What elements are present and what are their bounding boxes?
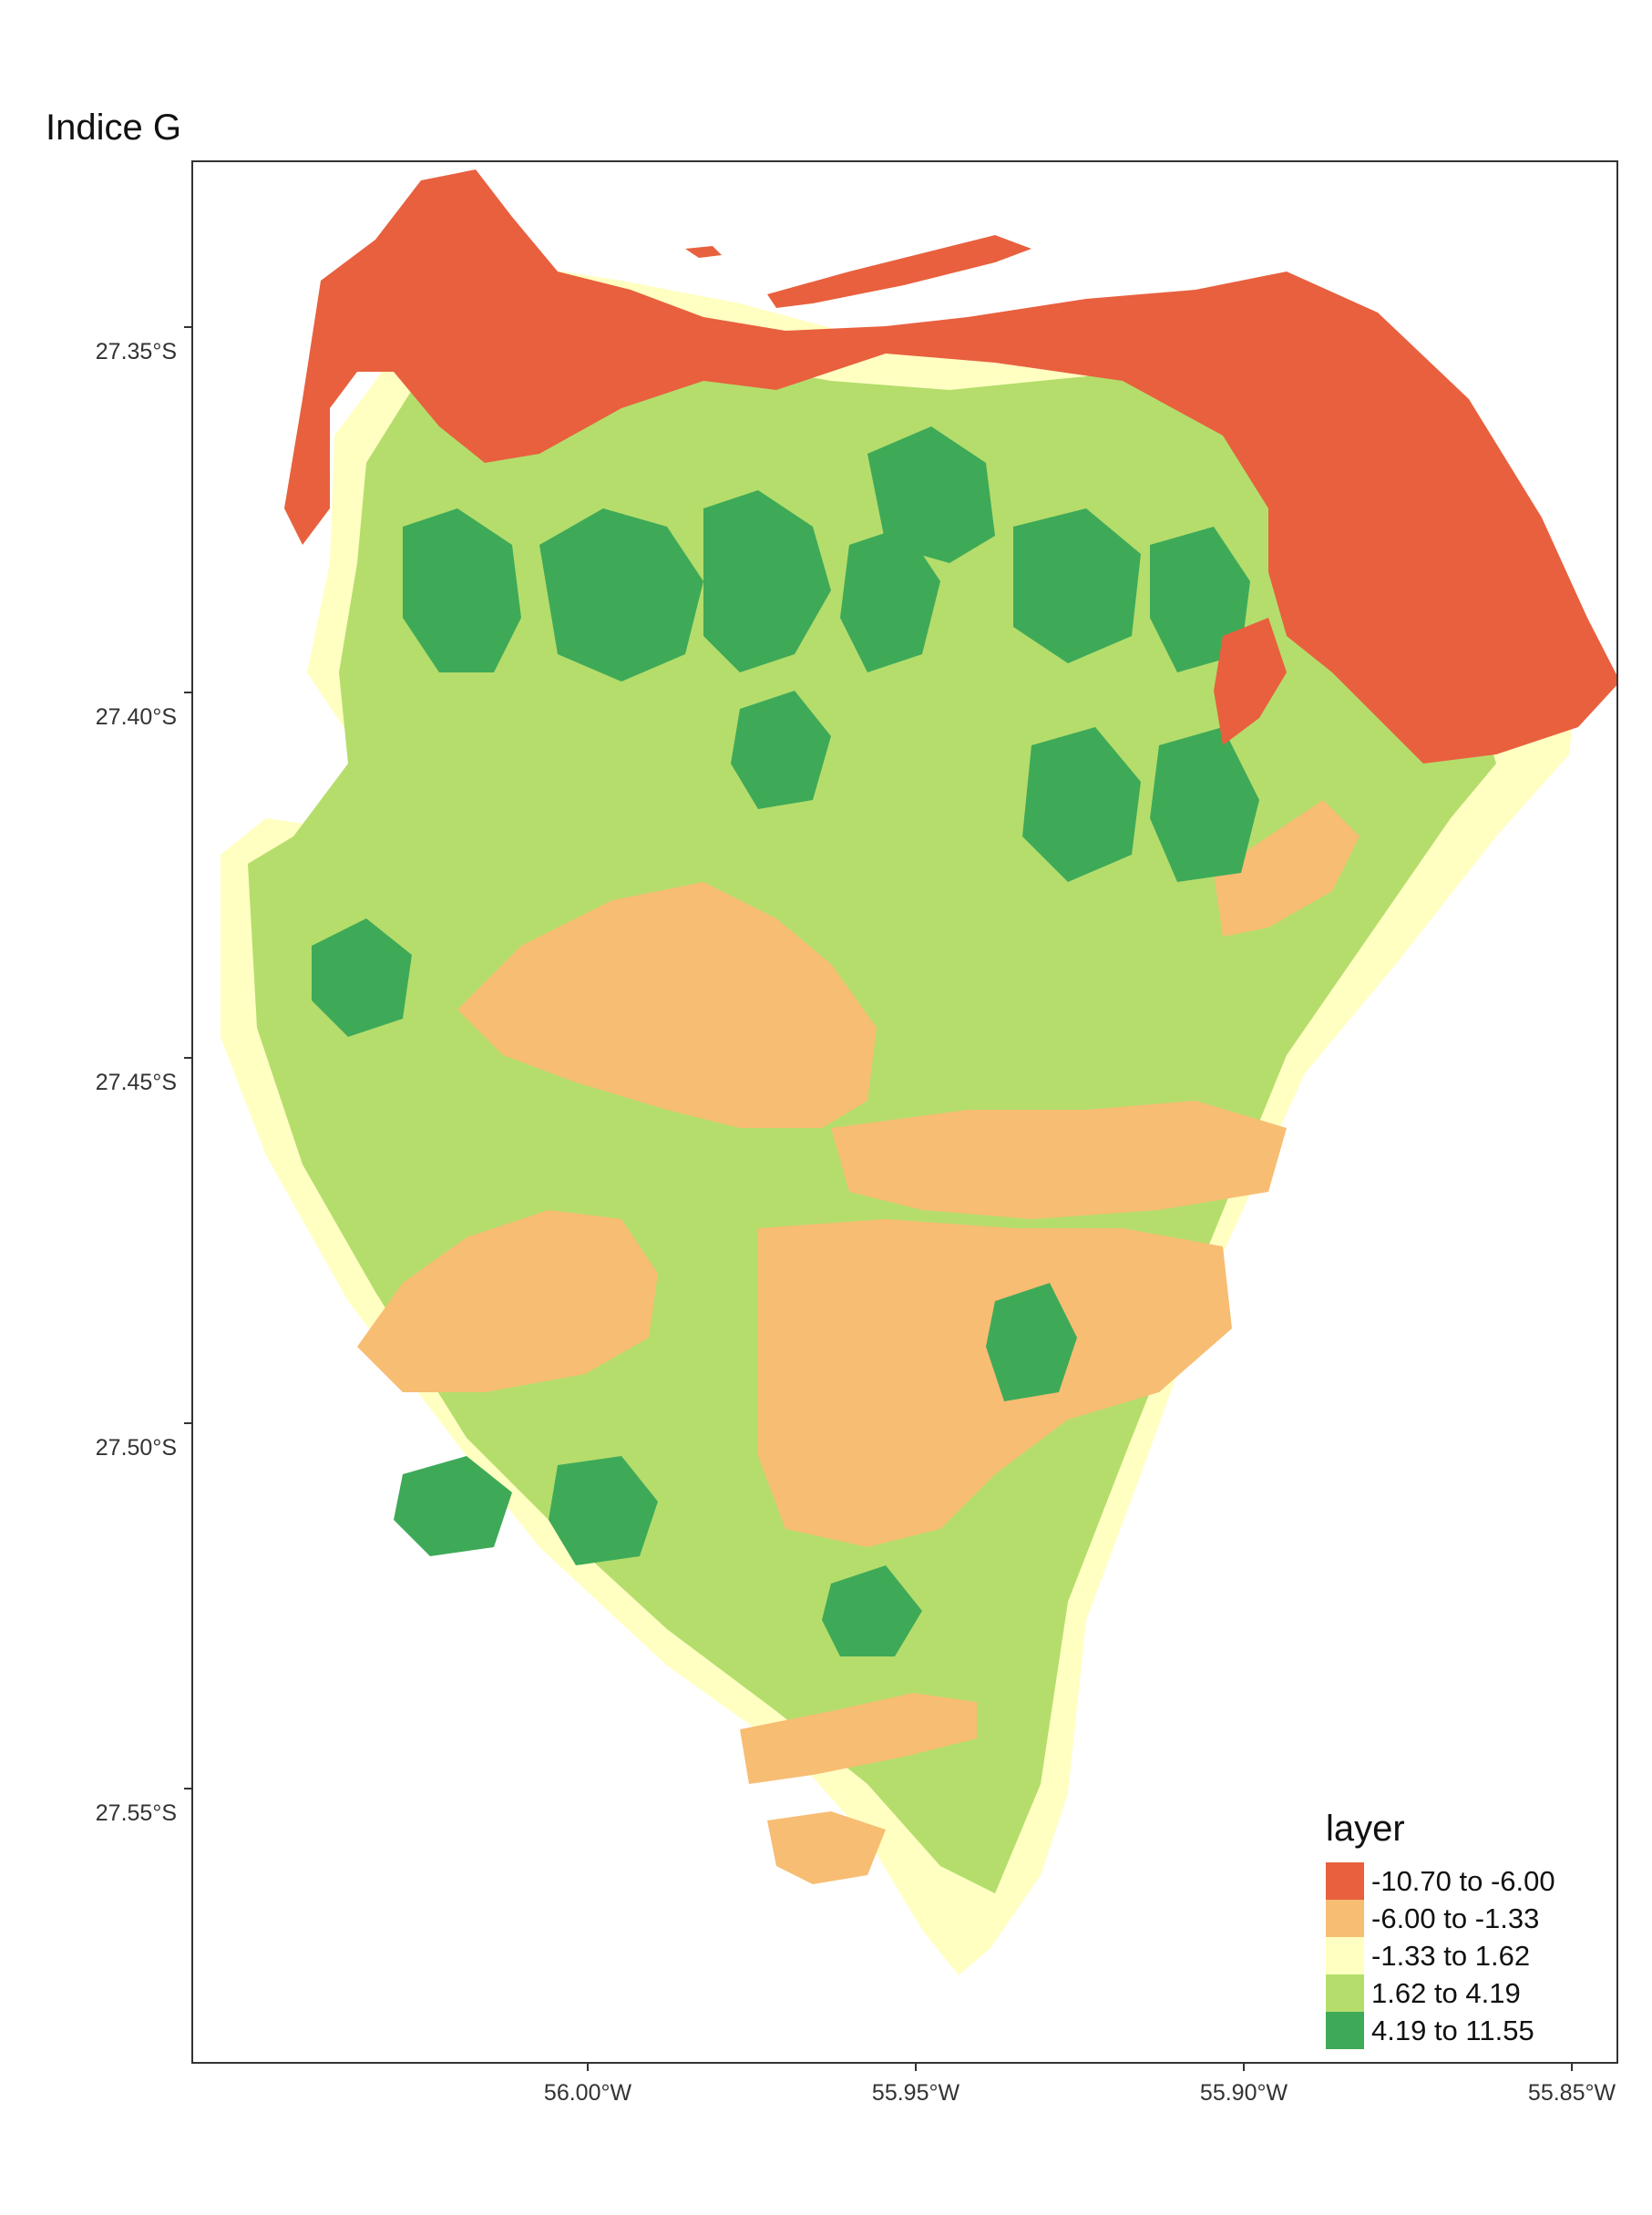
map-region-green-n2 [703,490,831,672]
legend-item: -1.33 to 1.62 [1326,1937,1599,1974]
map-region-green-e1 [1022,727,1141,882]
legend-swatch [1326,2012,1364,2049]
y-tick-mark [184,1788,191,1789]
map-region-green-e2 [1150,727,1259,882]
y-tick-label: 27.40°S [95,704,177,730]
y-tick-label: 27.35°S [95,339,177,364]
map-region-green-n1 [539,508,703,682]
map-region-green-nw [403,508,521,672]
x-tick-mark [1243,2064,1245,2071]
map-region-green-c1 [731,691,831,809]
legend-label: 4.19 to 11.55 [1371,2014,1534,2046]
map-region-red-island [767,235,1031,308]
map-region-orange-bottom1 [740,1693,977,1784]
map-region-red-east [1214,618,1287,745]
y-tick-mark [184,1057,191,1059]
x-tick-label: 55.90°W [1199,2080,1288,2106]
y-tick-mark [184,326,191,328]
map-region-orange-center [457,882,877,1128]
map-region-orange-bottom2 [767,1811,886,1884]
map-region-green-sw1 [394,1456,512,1556]
legend-label: -6.00 to -1.33 [1371,1902,1540,1934]
map-region-green-s1 [986,1283,1077,1401]
legend-item: 4.19 to 11.55 [1326,2012,1599,2049]
map-region-orange-south [758,1219,1232,1547]
legend-title: layer [1326,1809,1405,1849]
map-region-orange-ne [1214,800,1360,937]
map-title: Indice G [46,108,181,148]
y-tick-label: 27.45°S [95,1070,177,1095]
map-region-orange-east [831,1101,1287,1219]
map-region-red-north [284,169,1616,764]
map-region-green-sw2 [549,1456,658,1565]
legend-swatch [1326,1862,1364,1900]
legend: layer -10.70 to -6.00 -6.00 to -1.33 -1.… [1326,1809,1599,2049]
x-tick-label: 56.00°W [543,2080,632,2106]
raster-map [221,169,1616,1975]
legend-label: 1.62 to 4.19 [1371,1976,1521,2009]
legend-item: 1.62 to 4.19 [1326,1974,1599,2012]
x-tick-label: 55.95°W [871,2080,960,2106]
legend-swatch [1326,1937,1364,1974]
y-tick-mark [184,692,191,693]
legend-label: -1.33 to 1.62 [1371,1939,1531,1972]
legend-item: -10.70 to -6.00 [1326,1862,1599,1900]
map-region-red-islet [685,246,722,258]
map-region-green-ne1 [867,426,995,563]
map-region-green-sw3 [822,1565,922,1656]
map-region-orange-west [357,1210,658,1392]
legend-swatch [1326,1900,1364,1937]
y-tick-label: 27.55°S [95,1800,177,1826]
legend-item: -6.00 to -1.33 [1326,1900,1599,1937]
map-region-green-w1 [312,918,412,1037]
x-tick-label: 55.85°W [1527,2080,1616,2106]
x-tick-mark [1571,2064,1573,2071]
x-tick-mark [587,2064,589,2071]
map-region-green-n3 [840,527,940,672]
legend-swatch [1326,1974,1364,2012]
legend-label: -10.70 to -6.00 [1371,1864,1555,1897]
map-region-green-ne2 [1013,508,1141,663]
y-tick-mark [184,1422,191,1424]
x-tick-mark [915,2064,917,2071]
y-tick-label: 27.50°S [95,1435,177,1461]
map-panel [191,160,1618,2064]
